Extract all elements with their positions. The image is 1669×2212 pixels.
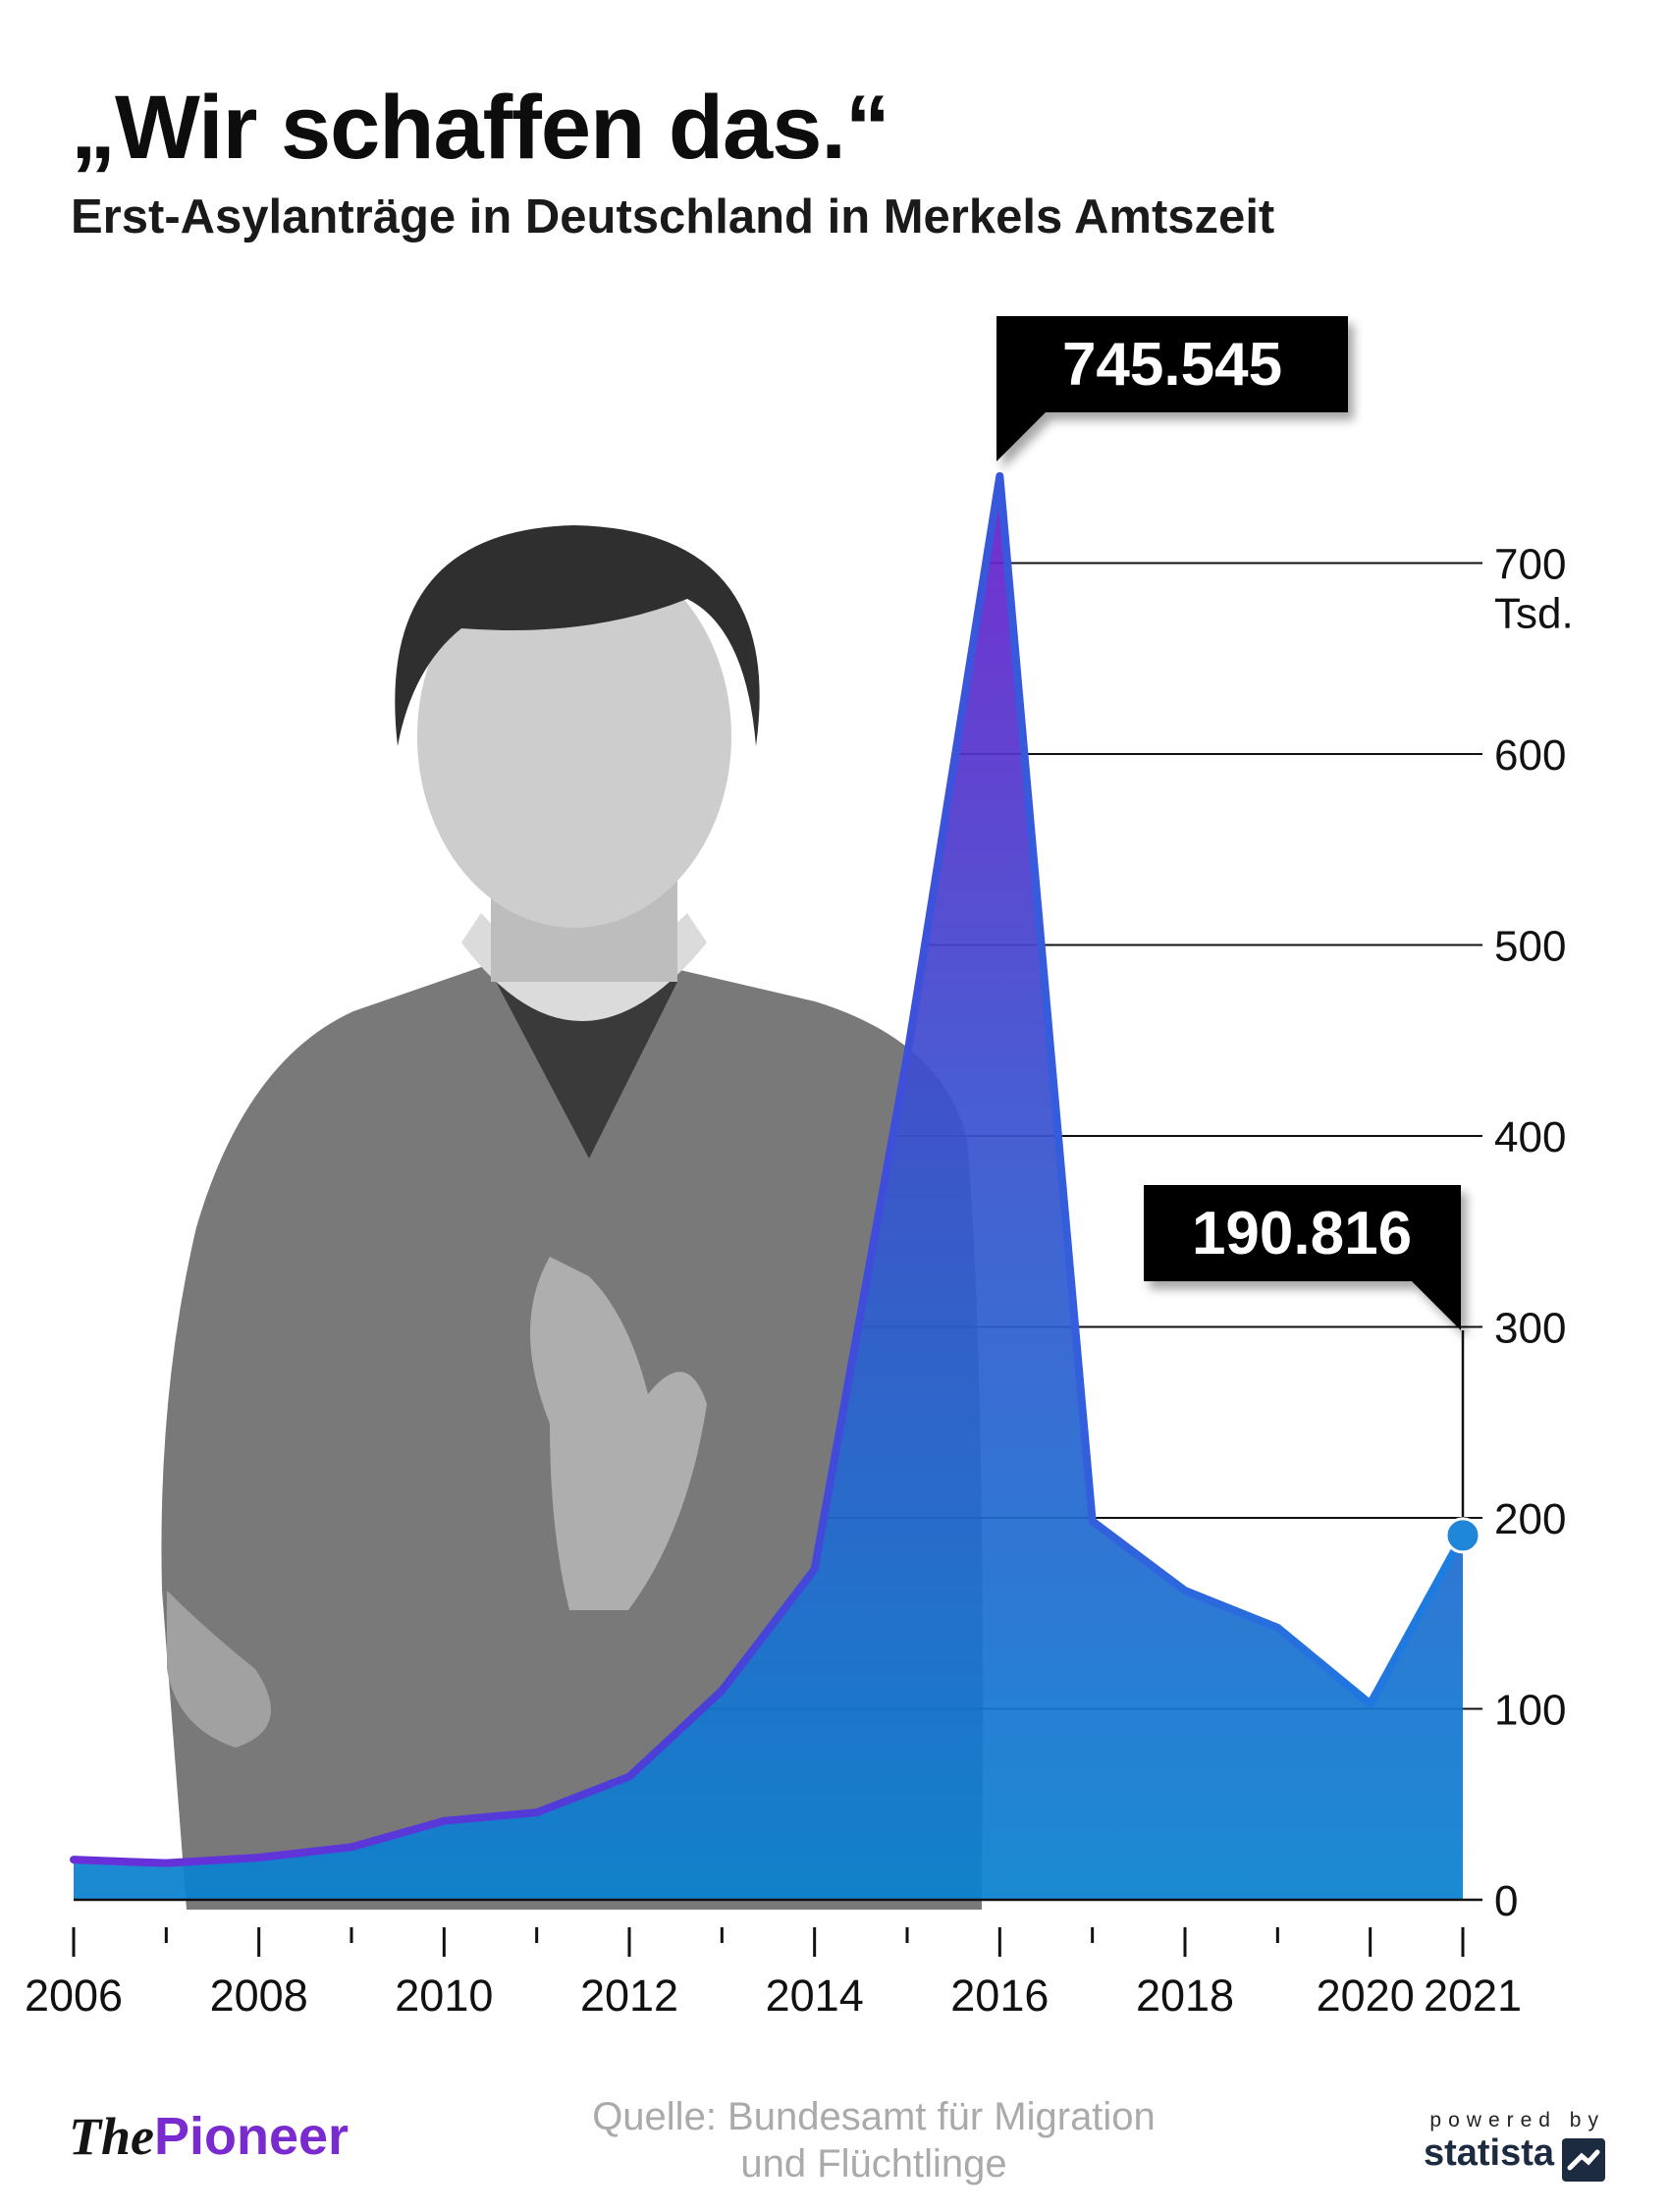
portrait-photo-icon — [161, 525, 983, 1910]
data-line — [70, 471, 1467, 1867]
statista-credit: powered by statista — [1419, 2109, 1605, 2182]
x-tick-label: 2021 — [1424, 1970, 1522, 2021]
y-unit-label: Tsd. — [1494, 590, 1574, 638]
statista-logo-icon — [1562, 2138, 1605, 2182]
y-tick-label: 300 — [1494, 1305, 1566, 1353]
source-line-2: und Flüchtlinge — [740, 2142, 1007, 2185]
logo-pioneer: Pioneer — [154, 2107, 350, 2166]
chart-subtitle: Erst-Asylanträge in Deutschland in Merke… — [71, 190, 1275, 243]
annotation-2021-value: 190.816 — [1192, 1200, 1412, 1268]
y-tick-label: 400 — [1494, 1113, 1566, 1161]
y-tick-label: 500 — [1494, 923, 1566, 971]
y-tick-label: 0 — [1494, 1877, 1518, 1925]
y-tick-label: 100 — [1494, 1687, 1566, 1735]
y-tick-label: 600 — [1494, 731, 1566, 780]
x-tick-label: 2006 — [25, 1970, 123, 2021]
statista-label: statista — [1423, 2132, 1554, 2174]
x-tick-label: 2008 — [210, 1970, 308, 2021]
data-area — [74, 475, 1463, 1900]
annotation-2021: 190.816 — [1144, 1185, 1461, 1330]
value-annotations: 745.545 190.816 — [996, 316, 1461, 1330]
x-axis-ticks — [72, 1927, 1465, 1957]
y-tick-label: 700 — [1494, 541, 1566, 589]
x-tick-label: 2018 — [1136, 1970, 1234, 2021]
last-point-marker — [1444, 1517, 1481, 1554]
logo-the: The — [69, 2107, 154, 2166]
y-tick-label: 200 — [1494, 1495, 1566, 1543]
thepioneer-logo: ThePioneer — [69, 2106, 349, 2167]
x-tick-label: 2012 — [580, 1970, 678, 2021]
annotation-peak: 745.545 — [996, 316, 1348, 461]
x-tick-label: 2014 — [766, 1970, 864, 2021]
source-note: Quelle: Bundesamt für Migration und Flüc… — [491, 2093, 1257, 2187]
powered-by-label: powered by — [1429, 2109, 1605, 2131]
x-axis-labels: 2006 2008 2010 2012 2014 2016 2018 2020 2021 — [25, 1970, 1522, 2021]
chart-title: „Wir schaffen das.“ — [71, 78, 890, 178]
x-tick-label: 2010 — [395, 1970, 493, 2021]
annotation-peak-value: 745.545 — [1062, 331, 1282, 399]
source-line-1: Quelle: Bundesamt für Migration — [592, 2095, 1156, 2138]
x-tick-label: 2020 — [1317, 1970, 1415, 2021]
x-tick-label: 2016 — [950, 1970, 1049, 2021]
